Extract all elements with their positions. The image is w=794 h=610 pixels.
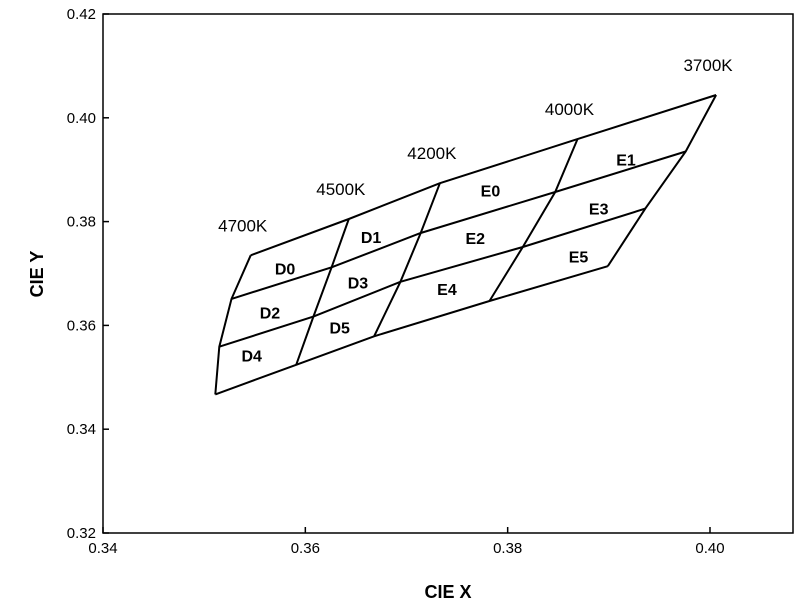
x-tick-label: 0.40 — [695, 540, 724, 557]
bin-label: D3 — [348, 275, 369, 292]
y-tick-label: 0.40 — [67, 110, 96, 127]
cct-label: 3700K — [683, 56, 733, 75]
cct-labels: 4700K 4500K 4200K 4000K 3700K — [218, 56, 733, 235]
cct-label: 4000K — [545, 100, 595, 119]
cct-boundary-line — [606, 94, 717, 267]
bin-label: D2 — [260, 305, 281, 322]
bin-grid — [214, 94, 717, 396]
cct-label: 4500K — [316, 180, 366, 199]
y-tick-label: 0.32 — [67, 525, 96, 542]
bin-label: E5 — [569, 249, 589, 266]
bin-label: E3 — [589, 202, 609, 219]
x-axis-title: CIE X — [424, 582, 471, 602]
bin-label: E1 — [616, 152, 636, 169]
bin-labels: D0 D1 D2 D3 D4 D5 E0 E1 E2 E3 E4 E5 — [241, 152, 635, 365]
y-tick-label: 0.36 — [67, 317, 96, 334]
cct-label: 4200K — [407, 144, 457, 163]
x-tick-label: 0.38 — [493, 540, 522, 557]
duv-boundary-line — [231, 150, 686, 300]
bin-label: D0 — [275, 261, 296, 278]
bin-label: D5 — [330, 320, 351, 337]
y-tick-label: 0.38 — [67, 214, 96, 231]
x-tick-label: 0.34 — [88, 540, 117, 557]
y-tick-label: 0.42 — [67, 6, 96, 23]
y-axis-title: CIE Y — [27, 251, 47, 298]
bin-label: E2 — [466, 231, 486, 248]
x-tick-label: 0.36 — [291, 540, 320, 557]
bin-label: D1 — [361, 230, 382, 247]
duv-boundary-line — [214, 265, 609, 396]
duv-boundary-line — [218, 207, 646, 348]
cct-boundary-line — [295, 218, 350, 366]
axis-ticks — [102, 13, 711, 534]
bin-label: D4 — [241, 349, 262, 366]
cct-label: 4700K — [218, 216, 268, 235]
plot-frame — [102, 13, 794, 534]
axis-tick-labels: 0.34 0.36 0.38 0.400.320.340.360.380.400.42 — [67, 6, 725, 557]
bin-label: E0 — [481, 183, 501, 200]
duv-boundary-line — [250, 94, 717, 257]
y-tick-label: 0.34 — [67, 421, 96, 438]
cct-boundary-line — [488, 138, 579, 302]
cct-boundary-line — [373, 182, 441, 337]
cct-boundary-line — [214, 254, 252, 395]
bin-label: E4 — [437, 282, 457, 299]
